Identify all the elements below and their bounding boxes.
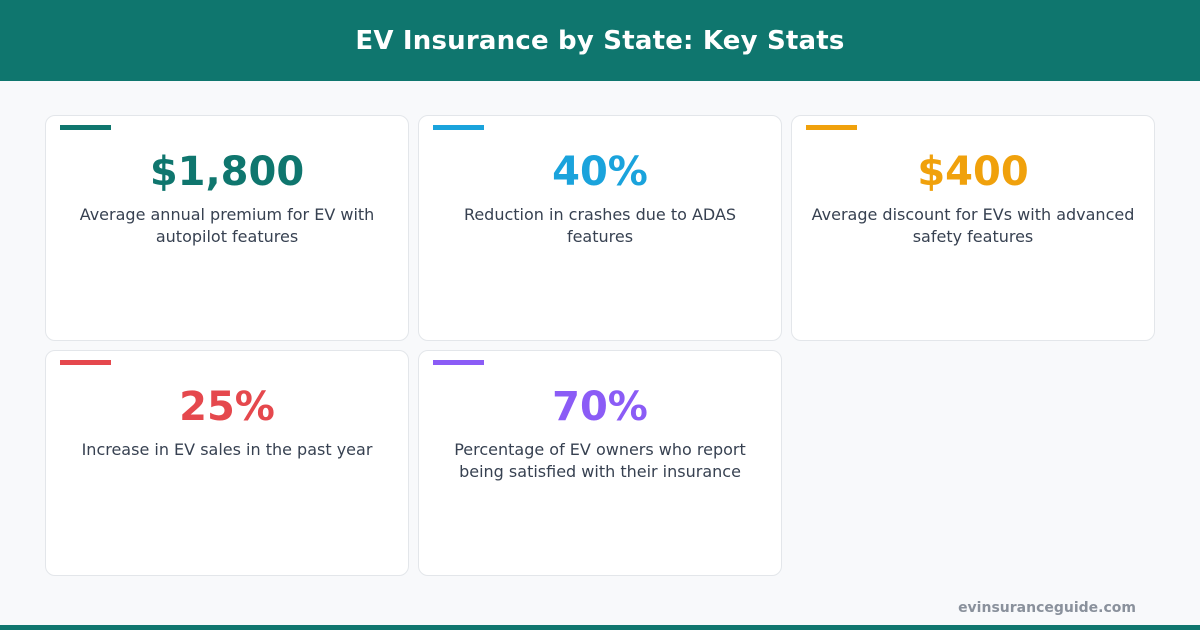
stat-value: 40% bbox=[552, 149, 648, 195]
header-banner: EV Insurance by State: Key Stats bbox=[0, 0, 1200, 81]
stat-description: Average discount for EVs with advanced s… bbox=[811, 205, 1135, 246]
stat-value: $400 bbox=[917, 149, 1029, 195]
stat-description: Increase in EV sales in the past year bbox=[81, 440, 373, 459]
accent-bar bbox=[433, 125, 484, 130]
stat-value: $1,800 bbox=[149, 149, 305, 195]
stat-card-sales-increase: 25% Increase in EV sales in the past yea… bbox=[45, 350, 409, 576]
accent-bar bbox=[60, 125, 111, 130]
stat-card-premium: $1,800 Average annual premium for EV wit… bbox=[45, 115, 409, 341]
stat-description: Percentage of EV owners who report being… bbox=[454, 440, 746, 481]
bottom-border bbox=[0, 625, 1200, 630]
accent-bar bbox=[60, 360, 111, 365]
stat-card-satisfaction: 70% Percentage of EV owners who report b… bbox=[418, 350, 782, 576]
page-title: EV Insurance by State: Key Stats bbox=[355, 25, 845, 56]
stat-card-crash-reduction: 40% Reduction in crashes due to ADAS fea… bbox=[418, 115, 782, 341]
accent-bar bbox=[433, 360, 484, 365]
stat-value: 25% bbox=[179, 384, 275, 430]
stat-card-discount: $400 Average discount for EVs with advan… bbox=[791, 115, 1155, 341]
accent-bar bbox=[806, 125, 857, 130]
stat-description: Average annual premium for EV with autop… bbox=[79, 205, 375, 246]
site-url: evinsuranceguide.com bbox=[958, 600, 1136, 616]
stat-value: 70% bbox=[552, 384, 648, 430]
stat-description: Reduction in crashes due to ADAS feature… bbox=[463, 205, 737, 246]
